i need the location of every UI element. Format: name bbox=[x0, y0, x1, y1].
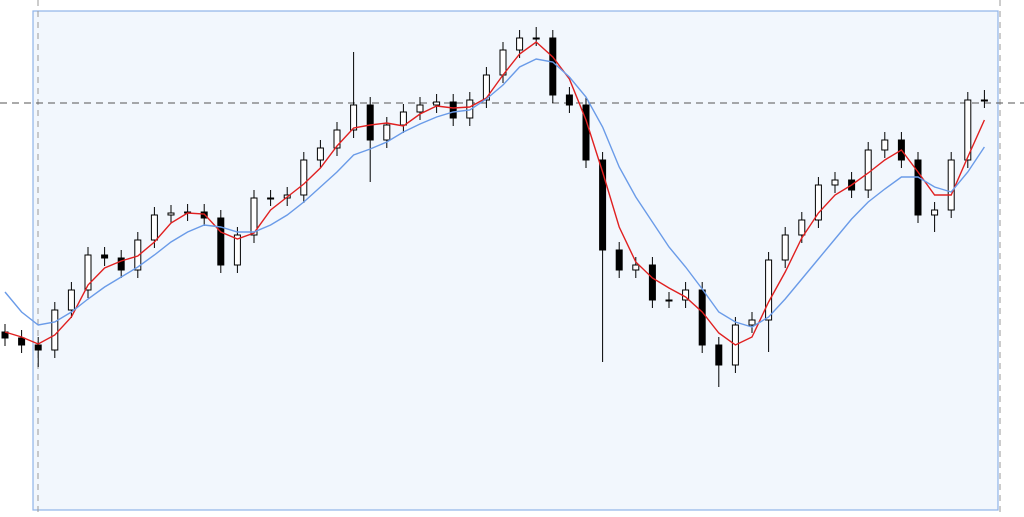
moving-average-line bbox=[4, 58, 985, 328]
candle-body bbox=[582, 104, 590, 161]
candle-body bbox=[383, 124, 391, 141]
candle-body bbox=[765, 259, 773, 321]
candle-body bbox=[466, 99, 474, 119]
candle-body bbox=[67, 289, 75, 311]
candle-body bbox=[101, 254, 109, 259]
candle-body bbox=[648, 264, 656, 301]
candle-body bbox=[831, 179, 839, 186]
candle-body bbox=[814, 184, 822, 221]
candle-body bbox=[134, 239, 142, 271]
candle-body bbox=[565, 94, 573, 106]
candle-body bbox=[549, 37, 557, 96]
candle-body bbox=[150, 214, 158, 241]
candle-body bbox=[300, 159, 308, 196]
candle-body bbox=[416, 104, 424, 113]
candle-body bbox=[864, 149, 872, 191]
candle-body bbox=[449, 101, 457, 119]
candle-body bbox=[615, 249, 623, 271]
candle-body bbox=[715, 344, 723, 366]
candle-body bbox=[34, 344, 42, 351]
candle-body bbox=[18, 337, 26, 346]
candle-body bbox=[748, 319, 756, 326]
candle-body bbox=[781, 234, 789, 261]
candle-body bbox=[964, 99, 972, 161]
candle-body bbox=[947, 159, 955, 211]
candle-body bbox=[516, 37, 524, 51]
candle-body bbox=[433, 101, 441, 106]
candle-body bbox=[399, 111, 407, 126]
candle-body bbox=[698, 289, 706, 346]
candle-body bbox=[482, 74, 490, 101]
candle-body bbox=[250, 197, 258, 236]
candle-body bbox=[632, 264, 640, 271]
candle-body bbox=[599, 159, 607, 251]
candle-body bbox=[167, 212, 175, 216]
candle-body bbox=[84, 254, 92, 291]
candle-body bbox=[333, 129, 341, 149]
candle-body bbox=[117, 257, 125, 271]
candle-body bbox=[217, 217, 225, 266]
candle-body bbox=[267, 197, 275, 200]
candle-body bbox=[316, 147, 324, 161]
candle-body bbox=[914, 159, 922, 216]
candle-body bbox=[931, 209, 939, 216]
candle-body bbox=[980, 99, 988, 102]
candle-body bbox=[798, 219, 806, 236]
candle-body bbox=[881, 139, 889, 151]
candle-body bbox=[665, 299, 673, 302]
candle-body bbox=[350, 104, 358, 131]
candle-body bbox=[233, 234, 241, 266]
selection-box bbox=[32, 10, 999, 511]
moving-average-line bbox=[4, 41, 986, 346]
candle-body bbox=[366, 104, 374, 141]
candle-body bbox=[532, 37, 540, 40]
candle-body bbox=[51, 309, 59, 351]
